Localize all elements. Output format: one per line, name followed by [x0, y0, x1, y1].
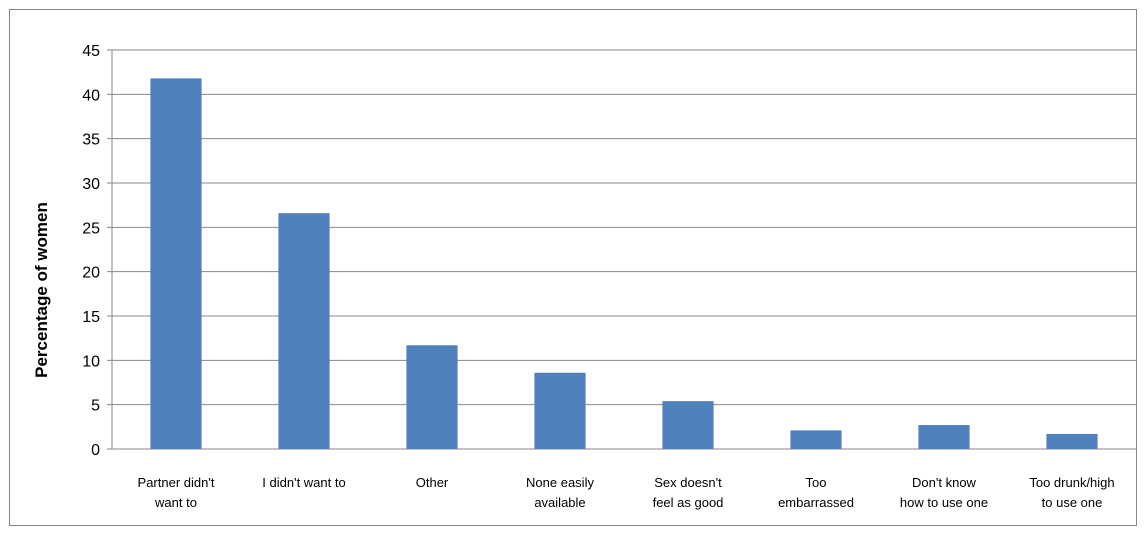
y-tick-label: 30: [82, 176, 100, 193]
bar-5: [790, 430, 842, 449]
x-category-label: Sex doesn't feel as good: [653, 475, 724, 510]
bar-2: [406, 345, 458, 449]
x-category-labels: Partner didn't want to I didn't want to Oth…: [138, 475, 1115, 510]
bar-7: [1046, 433, 1098, 449]
y-tick-labels: 0 5 10 15 20 25 30 35 40 45: [82, 43, 100, 459]
y-tick-label: 5: [91, 398, 100, 415]
y-tick-label: 0: [91, 442, 100, 459]
x-category-label: Too embarrassed: [778, 475, 854, 510]
gridlines: [107, 49, 1136, 450]
bar-0: [150, 78, 202, 449]
x-category-label: I didn't want to: [262, 475, 345, 490]
y-tick-label: 15: [82, 309, 100, 326]
x-category-label: Too drunk/high to use one: [1029, 475, 1114, 510]
bar-4: [662, 401, 714, 449]
x-category-label: None easily available: [526, 475, 594, 510]
x-category-label: Don't know how to use one: [900, 475, 988, 510]
y-tick-label: 10: [82, 353, 100, 370]
bar-3: [534, 372, 586, 449]
y-tick-label: 25: [82, 220, 100, 237]
y-tick-label: 40: [82, 87, 100, 104]
x-category-label: Other: [416, 475, 449, 490]
y-axis-title: Percentage of women: [32, 202, 51, 378]
y-tick-label: 45: [82, 43, 100, 60]
y-tick-label: 35: [82, 132, 100, 149]
y-tick-label: 20: [82, 265, 100, 282]
bar-6: [918, 425, 970, 449]
bar-1: [278, 213, 330, 449]
bars: [150, 78, 1098, 449]
x-category-label: Partner didn't want to: [138, 475, 215, 510]
